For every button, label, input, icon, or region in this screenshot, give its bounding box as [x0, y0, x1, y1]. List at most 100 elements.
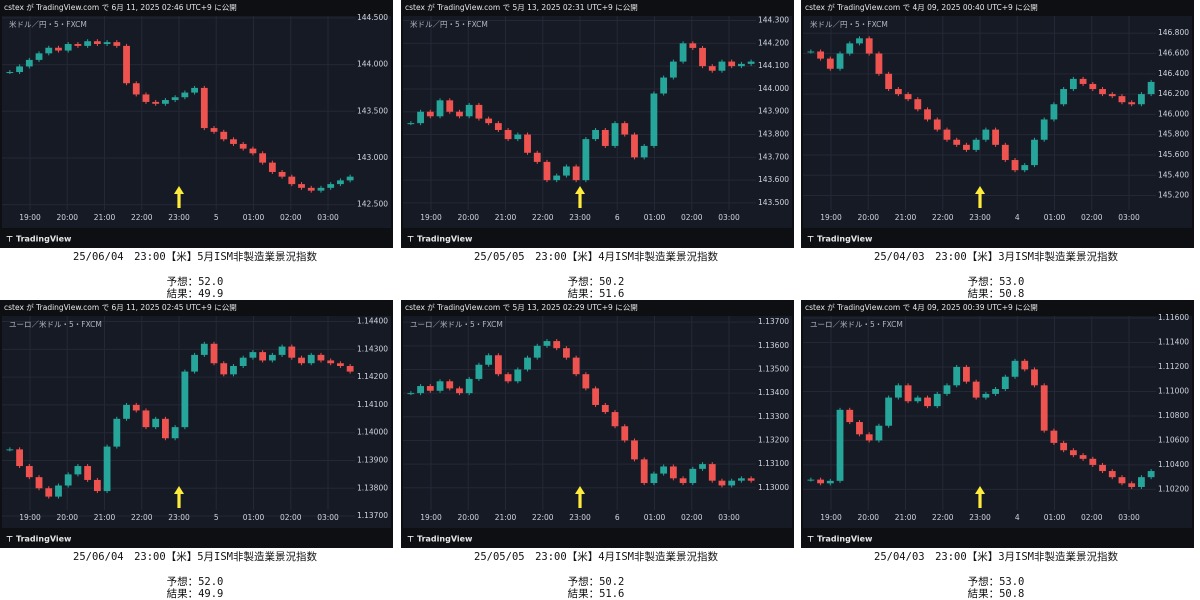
y-tick-label: 1.13000 — [758, 483, 789, 492]
candle — [1079, 455, 1087, 459]
x-tick-label: 22:00 — [532, 513, 554, 522]
x-tick-label: 21:00 — [895, 513, 917, 522]
event-arrow — [975, 486, 985, 508]
candle — [220, 131, 228, 140]
x-tick-label: 01:00 — [243, 213, 265, 222]
x-tick-label: 03:00 — [718, 213, 740, 222]
x-tick-label: 02:00 — [280, 213, 302, 222]
candle — [200, 87, 208, 129]
tv-logo-mark: ⊤ — [807, 535, 814, 544]
candle — [1118, 477, 1126, 484]
x-tick-label: 21:00 — [495, 513, 517, 522]
candle — [836, 409, 844, 481]
publish-header: cstex が TradingView.com で 5月 13, 2025 02… — [405, 2, 638, 12]
caption-result: 結果：49.9 — [167, 587, 224, 600]
tv-logo-mark: ⊤ — [807, 235, 814, 244]
candle — [407, 393, 415, 395]
candle — [64, 44, 72, 51]
candle — [93, 479, 101, 492]
x-tick-label: 23:00 — [969, 213, 991, 222]
candle — [288, 346, 296, 358]
candle — [601, 404, 609, 413]
candle — [533, 345, 541, 358]
candle — [933, 393, 941, 407]
event-arrow — [975, 186, 985, 208]
candle — [1147, 471, 1155, 478]
chart-panel: cstex が TradingView.com で 6月 11, 2025 02… — [0, 0, 393, 300]
candle — [132, 83, 140, 95]
candle — [807, 51, 815, 53]
candle — [1108, 471, 1116, 478]
y-tick-label: 1.13400 — [758, 388, 789, 397]
candle — [982, 129, 990, 140]
x-tick-label: 23:00 — [969, 513, 991, 522]
y-tick-label: 1.11000 — [1158, 386, 1189, 395]
candle — [6, 72, 14, 74]
x-tick-label: 4 — [1015, 513, 1020, 522]
candle — [601, 129, 609, 146]
x-tick-label: 21:00 — [495, 213, 517, 222]
y-tick-label: 1.13500 — [758, 364, 789, 373]
candle — [875, 53, 883, 74]
candle — [417, 386, 424, 394]
candle — [865, 434, 873, 441]
candle — [679, 43, 687, 62]
x-tick-label: 02:00 — [681, 513, 703, 522]
y-tick-label: 145.800 — [1158, 130, 1189, 139]
candle — [307, 187, 315, 191]
x-tick-label: 20:00 — [56, 513, 78, 522]
candle — [826, 480, 834, 484]
y-tick-label: 142.500 — [357, 200, 388, 209]
x-tick-label: 02:00 — [280, 513, 302, 522]
candle — [74, 44, 82, 46]
y-tick-label: 143.600 — [758, 175, 789, 184]
candle — [93, 41, 101, 45]
y-tick-label: 143.000 — [357, 153, 388, 162]
x-tick-label: 01:00 — [644, 213, 666, 222]
y-tick-label: 1.13100 — [758, 459, 789, 468]
symbol-label: 米ドル／円・5・FXCM — [9, 19, 87, 29]
caption-result: 結果：51.6 — [568, 587, 625, 600]
candle — [1001, 376, 1009, 389]
candle — [35, 477, 43, 489]
tv-logo-mark: ⊤ — [407, 535, 414, 544]
candle — [1040, 385, 1048, 431]
candle — [669, 466, 677, 479]
candle — [298, 184, 305, 188]
candle — [524, 134, 531, 153]
candle — [103, 446, 111, 492]
candle — [924, 397, 931, 407]
candle — [220, 363, 228, 375]
candle — [239, 357, 247, 367]
y-tick-label: 1.13600 — [758, 341, 789, 350]
candle — [475, 104, 483, 119]
candle — [943, 129, 951, 140]
candle — [699, 47, 706, 67]
caption-forecast: 予想：53.0 — [968, 575, 1025, 588]
tv-logo-mark: ⊤ — [407, 235, 414, 244]
candle — [563, 348, 570, 358]
candle — [1108, 94, 1116, 97]
chart-background — [403, 16, 792, 228]
chart-background — [803, 316, 1192, 528]
x-tick-label: 01:00 — [1044, 513, 1066, 522]
candle — [249, 352, 257, 358]
candle — [485, 118, 493, 124]
candle — [475, 364, 483, 379]
candle — [953, 139, 961, 145]
candle — [1138, 477, 1145, 487]
candle — [55, 47, 62, 51]
candle — [679, 478, 687, 484]
candle — [1147, 81, 1155, 95]
y-tick-label: 1.14100 — [357, 400, 388, 409]
caption-title: 25/04/03 23:00【米】3月ISM非製造業景況指数 — [874, 250, 1118, 263]
event-arrow — [575, 486, 585, 508]
x-tick-label: 03:00 — [317, 513, 339, 522]
x-tick-label: 5 — [214, 513, 219, 522]
y-tick-label: 1.13800 — [357, 483, 388, 492]
candle — [718, 480, 726, 486]
y-tick-label: 146.000 — [1158, 109, 1189, 118]
candle — [1118, 96, 1126, 103]
caption-result: 結果：49.9 — [167, 287, 224, 300]
candle — [1050, 430, 1058, 443]
